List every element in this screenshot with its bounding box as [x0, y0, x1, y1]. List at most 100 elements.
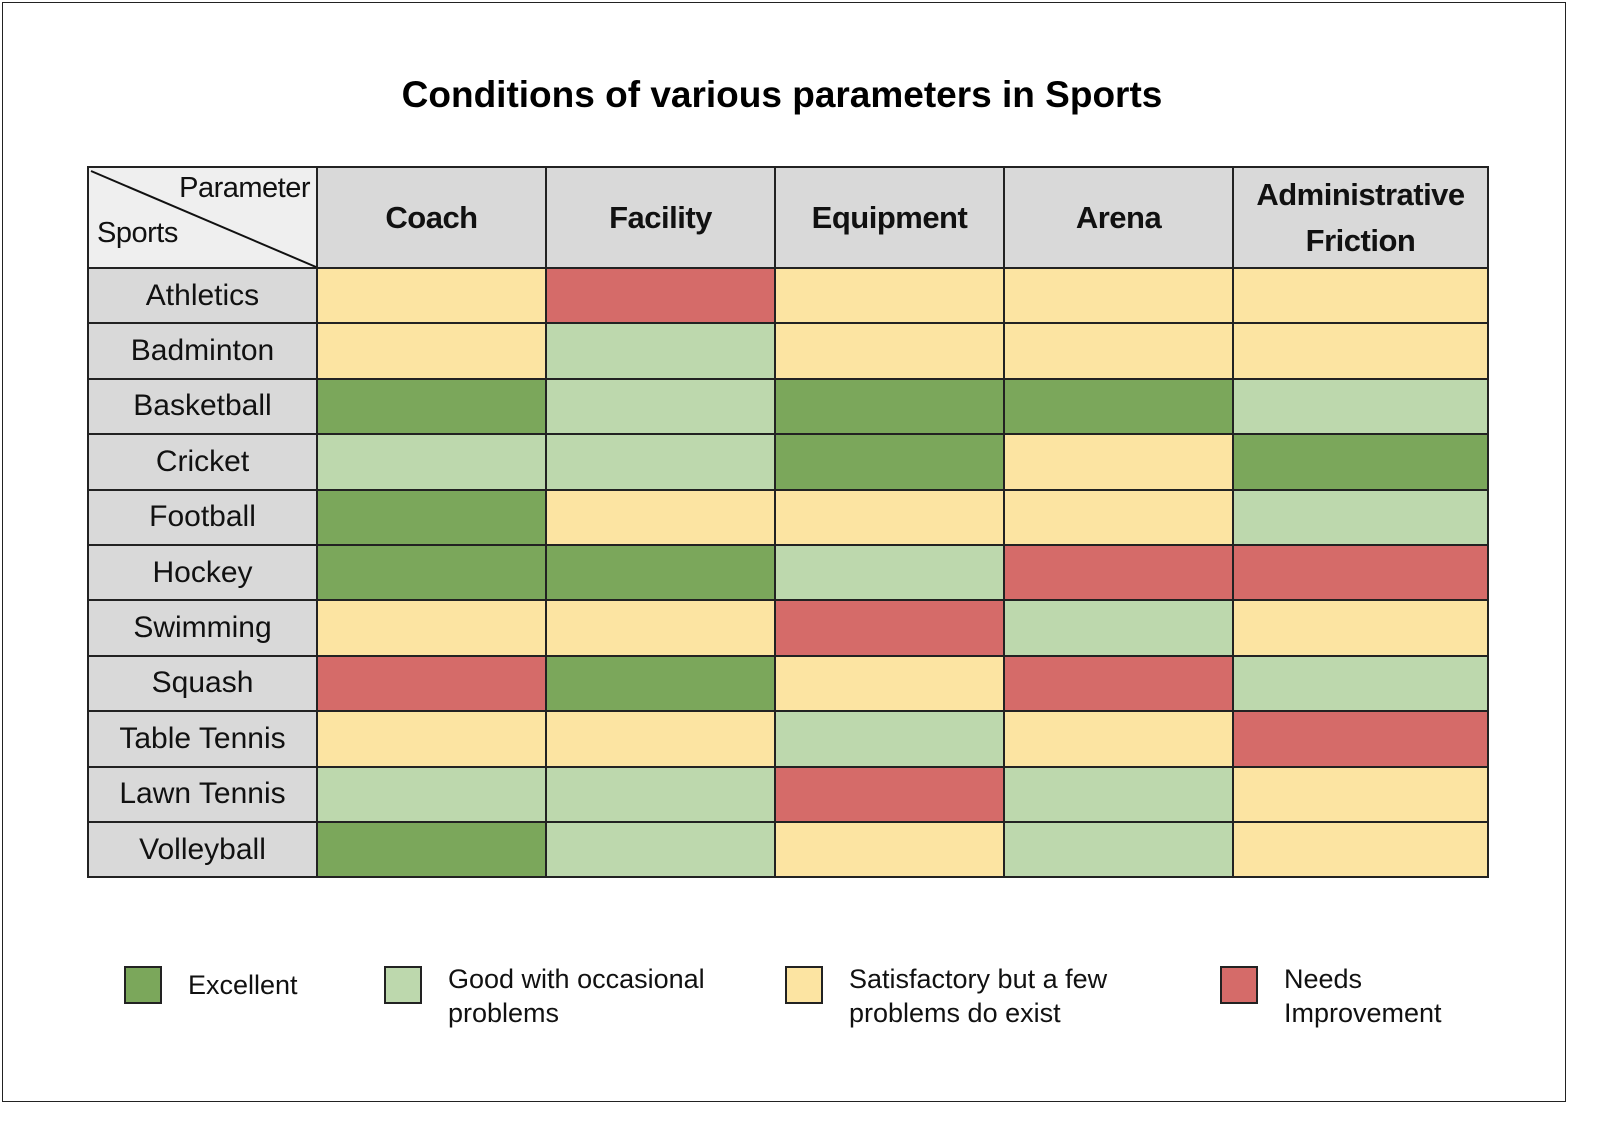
legend-swatch [1220, 966, 1258, 1004]
heatmap-cell [774, 433, 1005, 491]
heatmap-cell [316, 710, 547, 768]
heatmap-cell [1232, 322, 1489, 380]
heatmap-cell [316, 765, 547, 823]
heatmap-cell [1003, 765, 1234, 823]
heatmap-cell [316, 377, 547, 436]
heatmap-cell [545, 543, 776, 602]
table-row: Volleyball [87, 820, 1489, 879]
heatmap-cell [545, 266, 776, 325]
heatmap-cell [1232, 710, 1489, 768]
heatmap-cell [1232, 377, 1489, 436]
table-row: Swimming [87, 599, 1489, 657]
heatmap-cell [316, 599, 547, 657]
row-header: Lawn Tennis [87, 765, 318, 823]
heatmap-cell [774, 322, 1005, 380]
heatmap-cell [1232, 543, 1489, 602]
heatmap-cell [545, 377, 776, 436]
heatmap-cell [1003, 488, 1234, 546]
heatmap-cell [774, 377, 1005, 436]
table-row: Football [87, 488, 1489, 546]
row-header: Swimming [87, 599, 318, 657]
table-row: Table Tennis [87, 710, 1489, 768]
table-row: Athletics [87, 266, 1489, 325]
heatmap-cell [774, 266, 1005, 325]
heatmap-cell [1232, 433, 1489, 491]
legend-swatch [384, 966, 422, 1004]
legend-item: Needs Improvement [1220, 962, 1464, 1030]
heatmap-table: Parameter Sports Coach Facility Equipment A… [87, 166, 1489, 879]
table-row: Lawn Tennis [87, 765, 1489, 823]
heatmap-cell [316, 820, 547, 879]
heatmap-cell [545, 322, 776, 380]
legend-label: Needs Improvement [1284, 964, 1442, 1028]
heatmap-cell [1003, 543, 1234, 602]
heatmap-cell [545, 765, 776, 823]
heatmap-cell [1003, 322, 1234, 380]
heatmap-cell [545, 599, 776, 657]
row-header: Squash [87, 654, 318, 713]
heatmap-cell [316, 266, 547, 325]
row-header: Table Tennis [87, 710, 318, 768]
legend-swatch [124, 966, 162, 1004]
heatmap-cell [1003, 654, 1234, 713]
table-row: Cricket [87, 433, 1489, 491]
heatmap-cell [774, 710, 1005, 768]
heatmap-cell [316, 654, 547, 713]
heatmap-cell [1003, 599, 1234, 657]
table-row: Basketball [87, 377, 1489, 436]
heatmap-cell [774, 765, 1005, 823]
legend-label: Good with occasional problems [448, 964, 705, 1028]
legend-label: Excellent [188, 970, 298, 1000]
heatmap-cell [316, 543, 547, 602]
corner-header: Parameter Sports [87, 166, 318, 269]
legend-label: Satisfactory but a few problems do exist [849, 964, 1108, 1028]
row-header: Basketball [87, 377, 318, 436]
heatmap-cell [545, 654, 776, 713]
heatmap-cell [545, 488, 776, 546]
heatmap-cell [545, 820, 776, 879]
chart-title: Conditions of various parameters in Spor… [401, 74, 1163, 115]
heatmap-cell [545, 710, 776, 768]
heatmap-cell [774, 599, 1005, 657]
legend-item: Excellent [124, 962, 488, 1004]
row-header: Badminton [87, 322, 318, 380]
column-header: Facility [545, 166, 776, 269]
row-header: Volleyball [87, 820, 318, 879]
column-header: Administrative Friction [1232, 166, 1489, 269]
heatmap-cell [774, 654, 1005, 713]
table-row: Badminton [87, 322, 1489, 380]
column-axis-label: Parameter [179, 172, 310, 204]
heatmap-cell [774, 543, 1005, 602]
heatmap-cell [545, 433, 776, 491]
heatmap-cell [1003, 820, 1234, 879]
heatmap-cell [1003, 377, 1234, 436]
legend-swatch [785, 966, 823, 1004]
heatmap-cell [1232, 765, 1489, 823]
heatmap-cell [316, 488, 547, 546]
heatmap-cell [1003, 266, 1234, 325]
legend-item: Satisfactory but a few problems do exist [785, 962, 1139, 1030]
table-row: Squash [87, 654, 1489, 713]
heatmap-cell [774, 820, 1005, 879]
heatmap-cell [1232, 820, 1489, 879]
heatmap-cell [1232, 599, 1489, 657]
heatmap-cell [1232, 266, 1489, 325]
heatmap-cell [316, 322, 547, 380]
legend-item: Good with occasional problems [384, 962, 718, 1030]
heatmap-cell [1232, 654, 1489, 713]
heatmap-cell [1003, 710, 1234, 768]
heatmap-cell [1232, 488, 1489, 546]
heatmap-cell [1003, 433, 1234, 491]
diagonal-divider [90, 170, 317, 268]
row-header: Athletics [87, 266, 318, 325]
heatmap-cell [316, 433, 547, 491]
row-axis-label: Sports [97, 217, 178, 249]
heatmap-cell [774, 488, 1005, 546]
table-row: Hockey [87, 543, 1489, 602]
row-header: Cricket [87, 433, 318, 491]
row-header: Football [87, 488, 318, 546]
column-header: Equipment [774, 166, 1005, 269]
column-header: Arena [1003, 166, 1234, 269]
row-header: Hockey [87, 543, 318, 602]
chart-frame [2, 2, 1566, 1102]
